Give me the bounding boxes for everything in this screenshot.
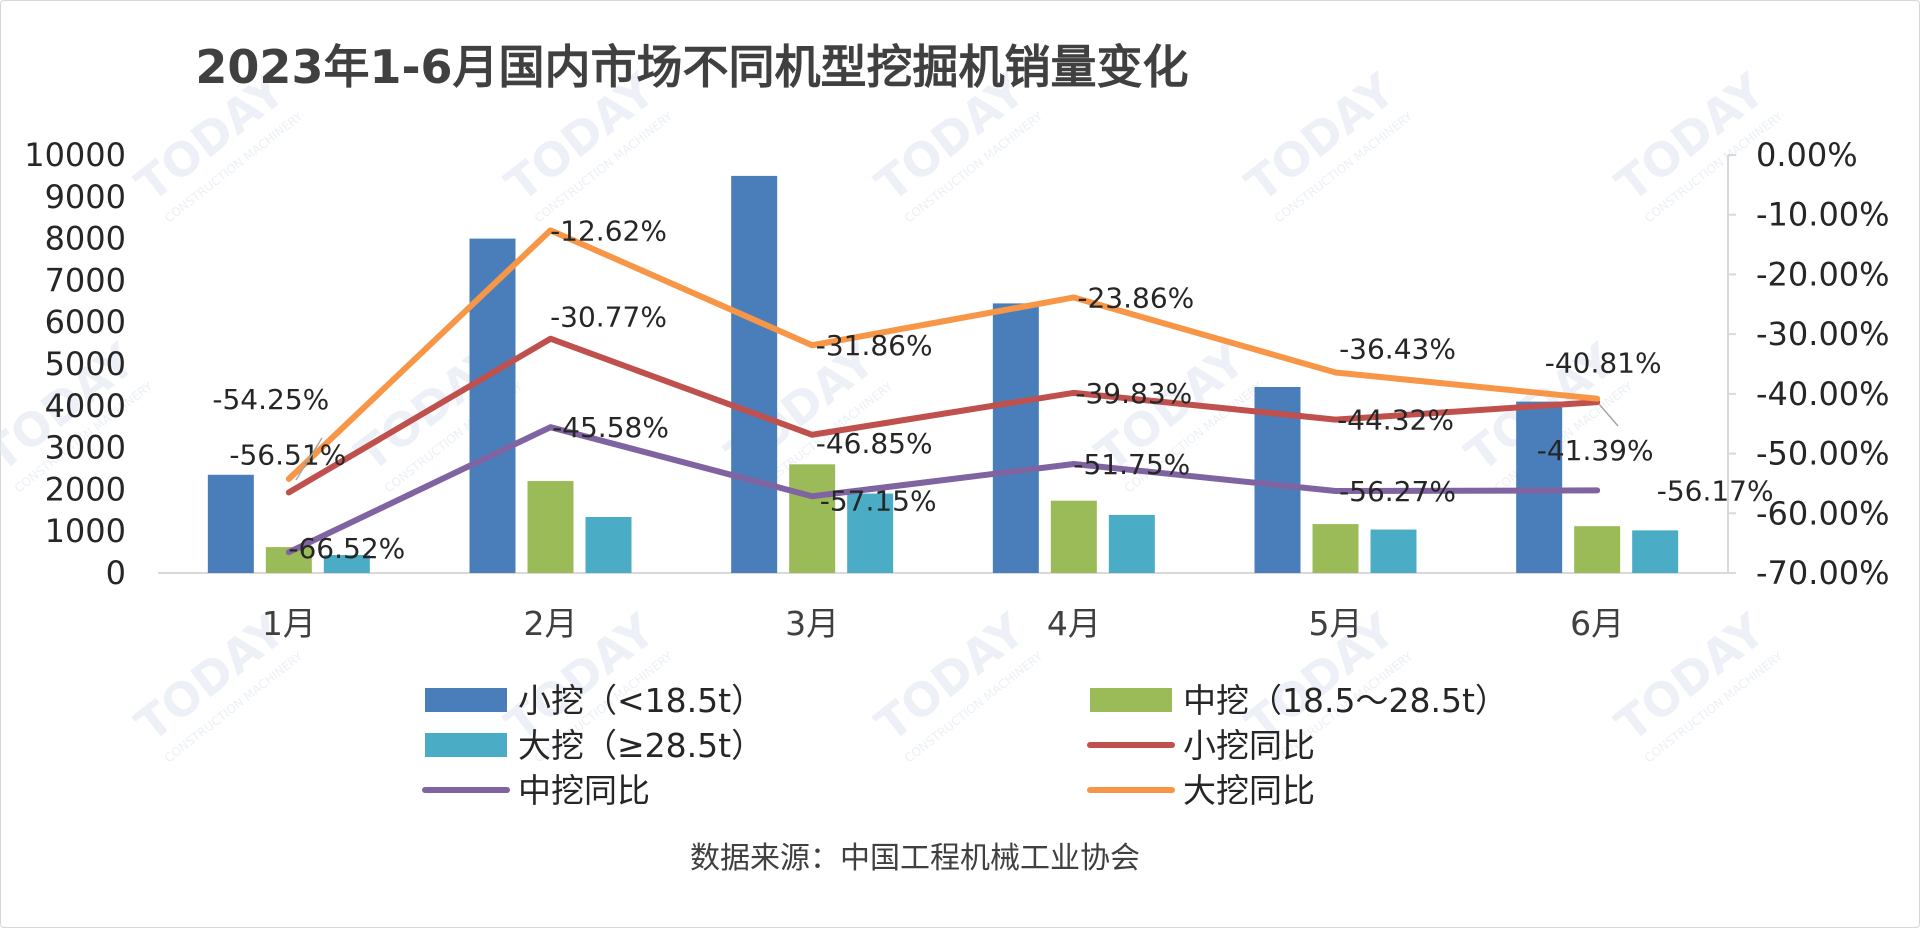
y-tick-label: 5000 bbox=[45, 345, 126, 383]
line-medium-yoy bbox=[285, 424, 1601, 556]
line-series bbox=[285, 227, 1601, 556]
data-label: -36.43% bbox=[1339, 333, 1456, 366]
bar bbox=[1370, 529, 1417, 573]
leader-line bbox=[295, 437, 323, 481]
data-label: -44.32% bbox=[1337, 404, 1454, 437]
y2-tick-label: 0.00% bbox=[1756, 136, 1858, 174]
bar bbox=[992, 303, 1039, 573]
legend-label: 小挖（<18.5t） bbox=[518, 681, 764, 720]
x-tick-label: 2月 bbox=[524, 604, 578, 643]
data-label: -39.83% bbox=[1075, 377, 1192, 410]
bar bbox=[847, 493, 894, 573]
data-label: -51.75% bbox=[1073, 448, 1190, 481]
bar bbox=[1632, 530, 1679, 573]
axes: 1000090008000700060005000400030002000100… bbox=[24, 136, 1889, 643]
legend-label: 中挖同比 bbox=[518, 771, 650, 810]
bar bbox=[789, 464, 836, 573]
data-label: -57.15% bbox=[820, 484, 937, 517]
legend-swatch bbox=[1090, 688, 1172, 712]
y2-tick-label: -30.00% bbox=[1756, 315, 1890, 353]
x-tick-label: 4月 bbox=[1047, 604, 1101, 643]
data-label: -46.85% bbox=[816, 427, 933, 460]
y-tick-label: 3000 bbox=[45, 429, 126, 467]
data-label: -45.58% bbox=[552, 411, 669, 444]
data-label: -56.27% bbox=[1339, 475, 1456, 508]
bar bbox=[1050, 500, 1097, 573]
line-large-yoy bbox=[285, 227, 1601, 482]
y-tick-label: 2000 bbox=[45, 470, 126, 508]
legend: 小挖（<18.5t） 中挖（18.5～28.5t） 大挖（≥28.5t） 小挖同比中挖… bbox=[422, 681, 1508, 810]
bar bbox=[1574, 526, 1621, 573]
leader-line bbox=[1598, 403, 1619, 427]
line-small-yoy bbox=[285, 335, 1601, 496]
chart-title: 2023年1-6月国内市场不同机型挖掘机销量变化 bbox=[195, 40, 1188, 94]
legend-label: 大挖同比 bbox=[1183, 771, 1315, 810]
y-tick-label: 9000 bbox=[45, 178, 126, 216]
bar bbox=[731, 175, 778, 573]
legend-swatch bbox=[425, 688, 507, 712]
data-label: -23.86% bbox=[1077, 281, 1194, 314]
legend-label: 大挖（≥28.5t） bbox=[518, 726, 764, 765]
y2-tick-label: -40.00% bbox=[1756, 375, 1890, 413]
y-tick-label: 10000 bbox=[24, 136, 126, 174]
y-tick-label: 0 bbox=[106, 554, 126, 592]
data-label: -56.51% bbox=[229, 438, 346, 471]
data-label: -40.81% bbox=[1545, 347, 1662, 380]
source-note: 数据来源：中国工程机械工业协会 bbox=[690, 841, 1140, 876]
bar bbox=[585, 516, 632, 573]
data-label: -41.39% bbox=[1537, 434, 1654, 467]
y2-tick-label: -10.00% bbox=[1756, 196, 1890, 234]
y-tick-label: 7000 bbox=[45, 261, 126, 299]
bar bbox=[1312, 524, 1359, 573]
legend-label: 小挖同比 bbox=[1183, 726, 1315, 765]
data-label: -66.52% bbox=[288, 532, 405, 565]
y-tick-label: 8000 bbox=[45, 220, 126, 258]
bar bbox=[1516, 401, 1563, 573]
y2-tick-label: -60.00% bbox=[1756, 494, 1890, 532]
legend-swatch bbox=[425, 733, 507, 757]
bar bbox=[207, 474, 254, 573]
bar bbox=[1108, 514, 1155, 573]
y2-tick-label: -20.00% bbox=[1756, 255, 1890, 293]
x-tick-label: 5月 bbox=[1309, 604, 1363, 643]
legend-label: 中挖（18.5～28.5t） bbox=[1183, 681, 1508, 720]
data-label: -56.17% bbox=[1657, 474, 1774, 507]
y2-tick-label: -70.00% bbox=[1756, 554, 1890, 592]
bar bbox=[527, 481, 574, 573]
bar-series bbox=[207, 175, 1679, 573]
x-tick-label: 1月 bbox=[262, 604, 316, 643]
y-tick-label: 6000 bbox=[45, 303, 126, 341]
data-labels: -56.51% -30.77% -46.85% -39.83% -44.32% -41.3… bbox=[212, 214, 1773, 565]
bar bbox=[469, 238, 516, 573]
data-label: -31.86% bbox=[816, 329, 933, 362]
y2-tick-label: -50.00% bbox=[1756, 435, 1890, 473]
x-tick-label: 3月 bbox=[785, 604, 839, 643]
x-tick-label: 6月 bbox=[1570, 604, 1624, 643]
y-tick-label: 1000 bbox=[45, 512, 126, 550]
data-label: -54.25% bbox=[212, 383, 329, 416]
data-label: -30.77% bbox=[550, 301, 667, 334]
y-tick-label: 4000 bbox=[45, 387, 126, 425]
bar bbox=[323, 555, 370, 573]
data-label: -12.62% bbox=[550, 214, 667, 247]
